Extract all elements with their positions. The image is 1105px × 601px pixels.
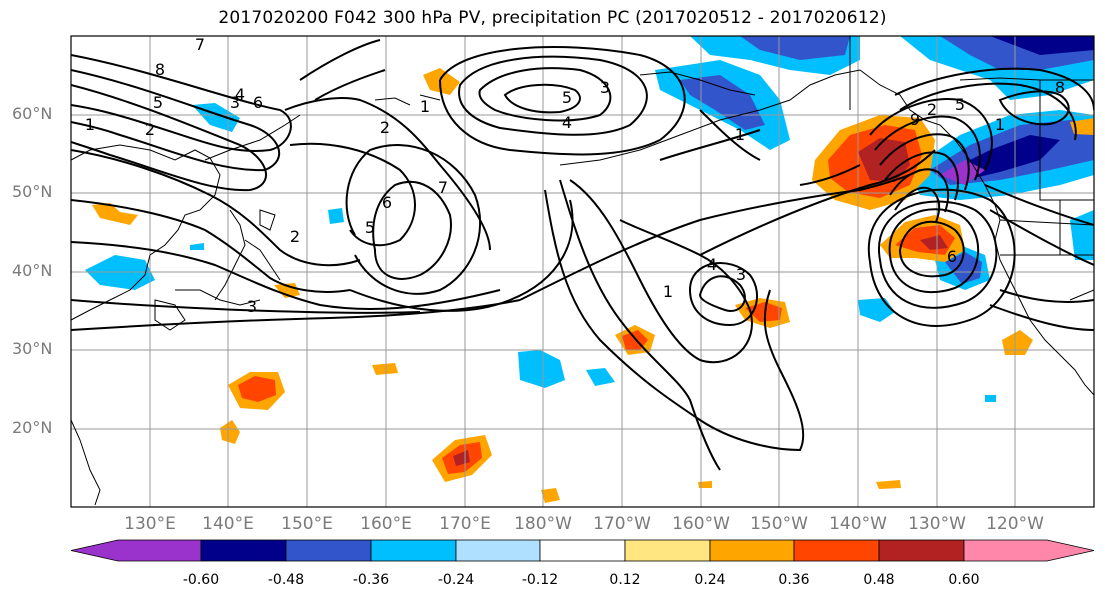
contour-label: 6 xyxy=(947,247,957,266)
contour-label: 7 xyxy=(195,35,205,54)
colorbar-tick-label: -0.24 xyxy=(437,572,475,588)
colorbar-tick-label: -0.36 xyxy=(352,572,390,588)
contour-label: 5 xyxy=(153,93,163,112)
contour-label: 9 xyxy=(910,110,920,129)
lon-label: 170°W xyxy=(593,514,651,534)
contour-label: 8 xyxy=(155,60,165,79)
lat-label: 50°N xyxy=(12,182,53,201)
lat-label: 30°N xyxy=(12,339,53,358)
map-title: 2017020200 F042 300 hPa PV, precipitatio… xyxy=(218,8,887,28)
colorbar-tick-label: 0.36 xyxy=(778,572,810,588)
contour-label: 2 xyxy=(290,227,300,246)
colorbar-segment xyxy=(963,539,1095,562)
lon-label: 160°E xyxy=(360,514,412,534)
contour-label: 4 xyxy=(235,85,245,104)
contour-label: 2 xyxy=(145,120,155,139)
colorbar-tick-label: -0.48 xyxy=(267,572,305,588)
contour-label: 1 xyxy=(735,125,745,144)
colorbar-segment xyxy=(709,539,795,562)
lon-label: 140°W xyxy=(829,514,887,534)
lon-label: 160°W xyxy=(672,514,730,534)
lon-label: 150°W xyxy=(750,514,808,534)
contour-label: 6 xyxy=(382,193,392,212)
lon-label: 180°W xyxy=(514,514,572,534)
contour-label: 4 xyxy=(707,255,717,274)
contour-label: 3 xyxy=(600,78,610,97)
contour-label: 3 xyxy=(230,93,240,112)
colorbar-segment xyxy=(793,539,880,562)
contour-label: 3 xyxy=(736,265,746,284)
colorbar-segment xyxy=(878,539,965,562)
colorbar-segment xyxy=(200,539,287,562)
contour-label: 6 xyxy=(253,93,263,112)
lon-label: 130°W xyxy=(908,514,966,534)
contour-label: 1 xyxy=(995,115,1005,134)
pv-contours xyxy=(71,39,1094,471)
colorbar-segment xyxy=(624,539,711,562)
contour-label: 5 xyxy=(365,218,375,237)
lon-label: 170°E xyxy=(439,514,491,534)
lat-label: 60°N xyxy=(12,104,53,123)
colorbar xyxy=(70,539,1095,562)
contour-label: 4 xyxy=(562,113,572,132)
colorbar-segment xyxy=(455,539,541,562)
colorbar-tick-label: 0.48 xyxy=(863,572,895,588)
contour-label: 7 xyxy=(438,178,448,197)
map-border xyxy=(70,35,1095,508)
contour-label: 3 xyxy=(247,297,257,316)
lat-label: 20°N xyxy=(12,418,53,437)
contour-label: 2 xyxy=(380,118,390,137)
colorbar-segment xyxy=(70,539,202,562)
coastlines xyxy=(71,36,1094,506)
negative-precip-shading xyxy=(85,36,1094,402)
colorbar-tick-label: 0.12 xyxy=(609,572,641,588)
colorbar-tick-label: -0.60 xyxy=(182,572,220,588)
lat-label: 40°N xyxy=(12,261,53,280)
contour-label: 1 xyxy=(420,97,430,116)
contour-label-group: 8 7 6 5 4 3 2 1 5 4 3 2 1 7 6 5 3 2 1 4 … xyxy=(85,35,1065,316)
colorbar-segment xyxy=(370,539,457,562)
contour-label: 8 xyxy=(1055,78,1065,97)
contour-label: 1 xyxy=(85,115,95,134)
contour-label: 2 xyxy=(927,100,937,119)
contour-label: 5 xyxy=(955,95,965,114)
lon-label: 150°E xyxy=(281,514,333,534)
colorbar-tick-label: 0.60 xyxy=(948,572,980,588)
colorbar-segment xyxy=(539,539,626,562)
colorbar-segment xyxy=(285,539,372,562)
lon-label: 120°W xyxy=(986,514,1044,534)
contour-label: 1 xyxy=(663,282,673,301)
lon-label: 140°E xyxy=(202,514,254,534)
contour-label: 5 xyxy=(562,88,572,107)
lon-label: 130°E xyxy=(124,514,176,534)
colorbar-tick-label: -0.12 xyxy=(521,572,559,588)
gridlines xyxy=(71,36,1094,507)
colorbar-tick-label: 0.24 xyxy=(694,572,726,588)
